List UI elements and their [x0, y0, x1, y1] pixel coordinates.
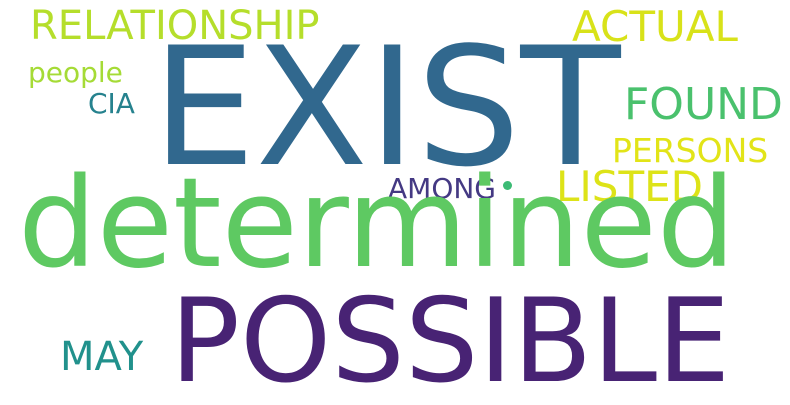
decorative-dot [503, 181, 512, 190]
word-listed: LISTED [556, 162, 703, 211]
word-cia: CIA [88, 87, 135, 120]
word-possible: POSSIBLE [170, 274, 731, 405]
word-persons: PERSONS [612, 131, 769, 170]
word-actual: ACTUAL [572, 2, 738, 51]
word-exist: EXIST [152, 12, 621, 203]
word-found: FOUND [624, 79, 783, 130]
word-relationship: RELATIONSHIP [30, 3, 320, 49]
word-people: people [28, 56, 123, 89]
word-among: AMONG [388, 172, 496, 205]
word-may: MAY [60, 334, 144, 380]
word-determined: determined [18, 152, 736, 296]
